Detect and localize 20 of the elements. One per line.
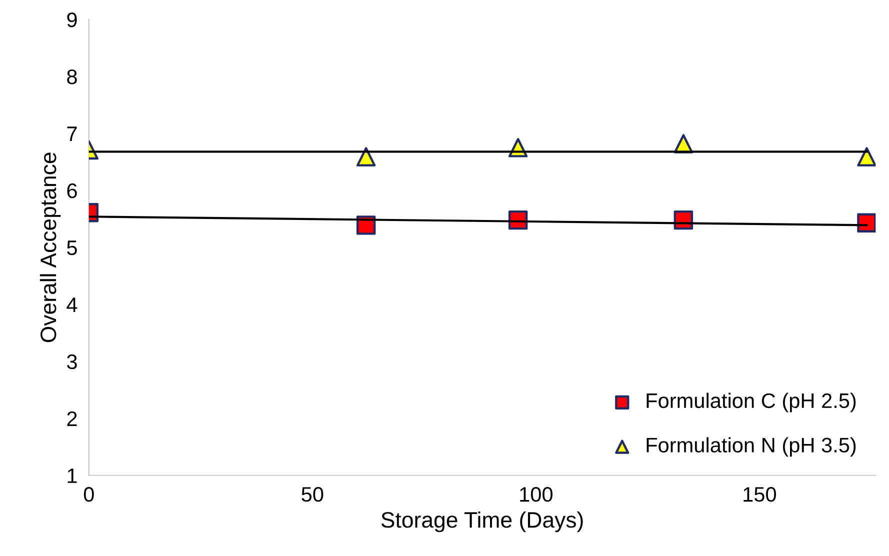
x-axis-title: Storage Time (Days)	[381, 511, 583, 532]
x-tick-label: 100	[520, 487, 552, 502]
point	[857, 147, 876, 166]
y-tick-label: 3	[67, 354, 77, 370]
y-tick-label: 9	[67, 12, 77, 28]
y-tick-label: 8	[67, 69, 77, 84]
y-tick-label: 6	[67, 183, 77, 198]
x-tick-label: 150	[744, 487, 776, 502]
legend-label: Formulation C (pH 2.5)	[646, 392, 856, 412]
y-tick-label: 1	[68, 468, 77, 483]
y-axis-title: Overall Acceptance	[40, 152, 61, 342]
point	[356, 147, 376, 166]
y-tick-label: 2	[67, 411, 77, 426]
legend-label: Formulation N (pH 3.5)	[646, 437, 856, 457]
point	[857, 213, 876, 233]
x-tick-label: 50	[302, 487, 324, 502]
y-tick-label: 5	[67, 240, 77, 256]
y-tick-label: 7	[67, 126, 77, 141]
x-tick-label: 0	[84, 487, 94, 502]
y-tick-label: 4	[66, 298, 78, 312]
